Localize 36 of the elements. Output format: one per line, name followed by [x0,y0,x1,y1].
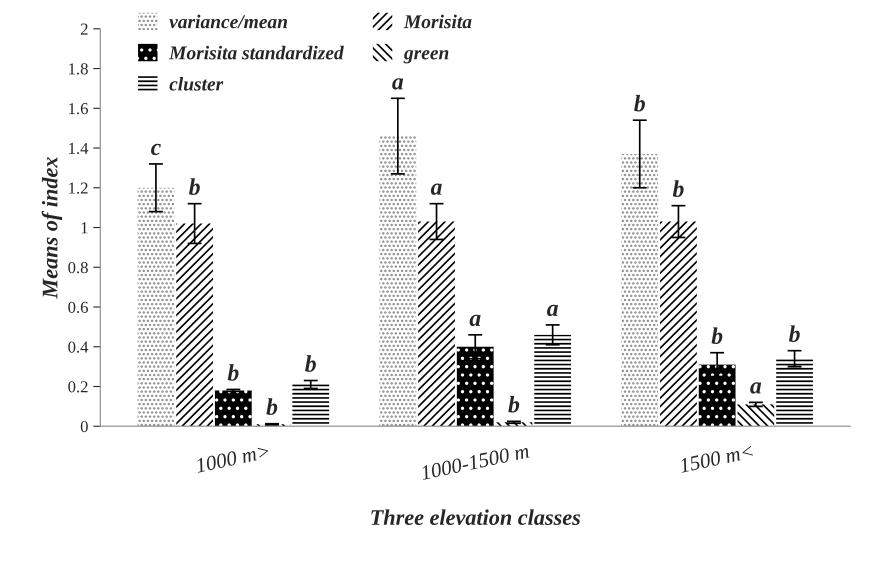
y-tick-label: 1.8 [69,63,88,75]
x-axis-title: Three elevation classes [371,509,580,526]
data-label: c [151,144,161,156]
data-label: b [634,94,645,112]
y-tick-label: 0.6 [68,302,88,314]
data-label: b [228,364,239,381]
y-tick-label: 0.8 [68,262,88,274]
data-label: b [672,180,684,197]
data-label: b [788,325,800,342]
y-tick-label: 1.6 [69,103,88,114]
legend-label: cluster [169,76,224,91]
y-tick-label: 0.4 [68,341,88,353]
data-label: a [392,78,404,90]
y-tick-label: 1.2 [69,182,88,194]
data-label: a [470,314,481,326]
data-label: b [189,178,200,195]
data-label: a [547,304,558,316]
x-tick-label: 1000-1500 m [420,444,530,480]
data-label: a [750,382,762,394]
legend-label: Morisita [404,14,472,28]
legend-label: Morisita standardized [168,46,344,60]
y-tick-label: 0 [80,420,88,432]
y-tick-label: 1 [82,222,88,234]
legend-label: variance/mean [169,14,288,28]
y-tick-label: 2 [80,24,88,35]
x-tick-label: 1500 m< [678,444,754,473]
y-axis-title: Means of index [42,157,62,299]
x-tick-label: 1000 m> [195,444,270,473]
legend-label: green [404,50,448,64]
data-label: b [712,327,722,344]
y-tick-label: 1.4 [69,142,88,154]
data-label: a [430,184,442,195]
data-label: b [508,396,520,413]
y-tick-label: 0.2 [68,381,88,393]
data-label: b [266,398,278,415]
data-label: b [305,355,316,372]
